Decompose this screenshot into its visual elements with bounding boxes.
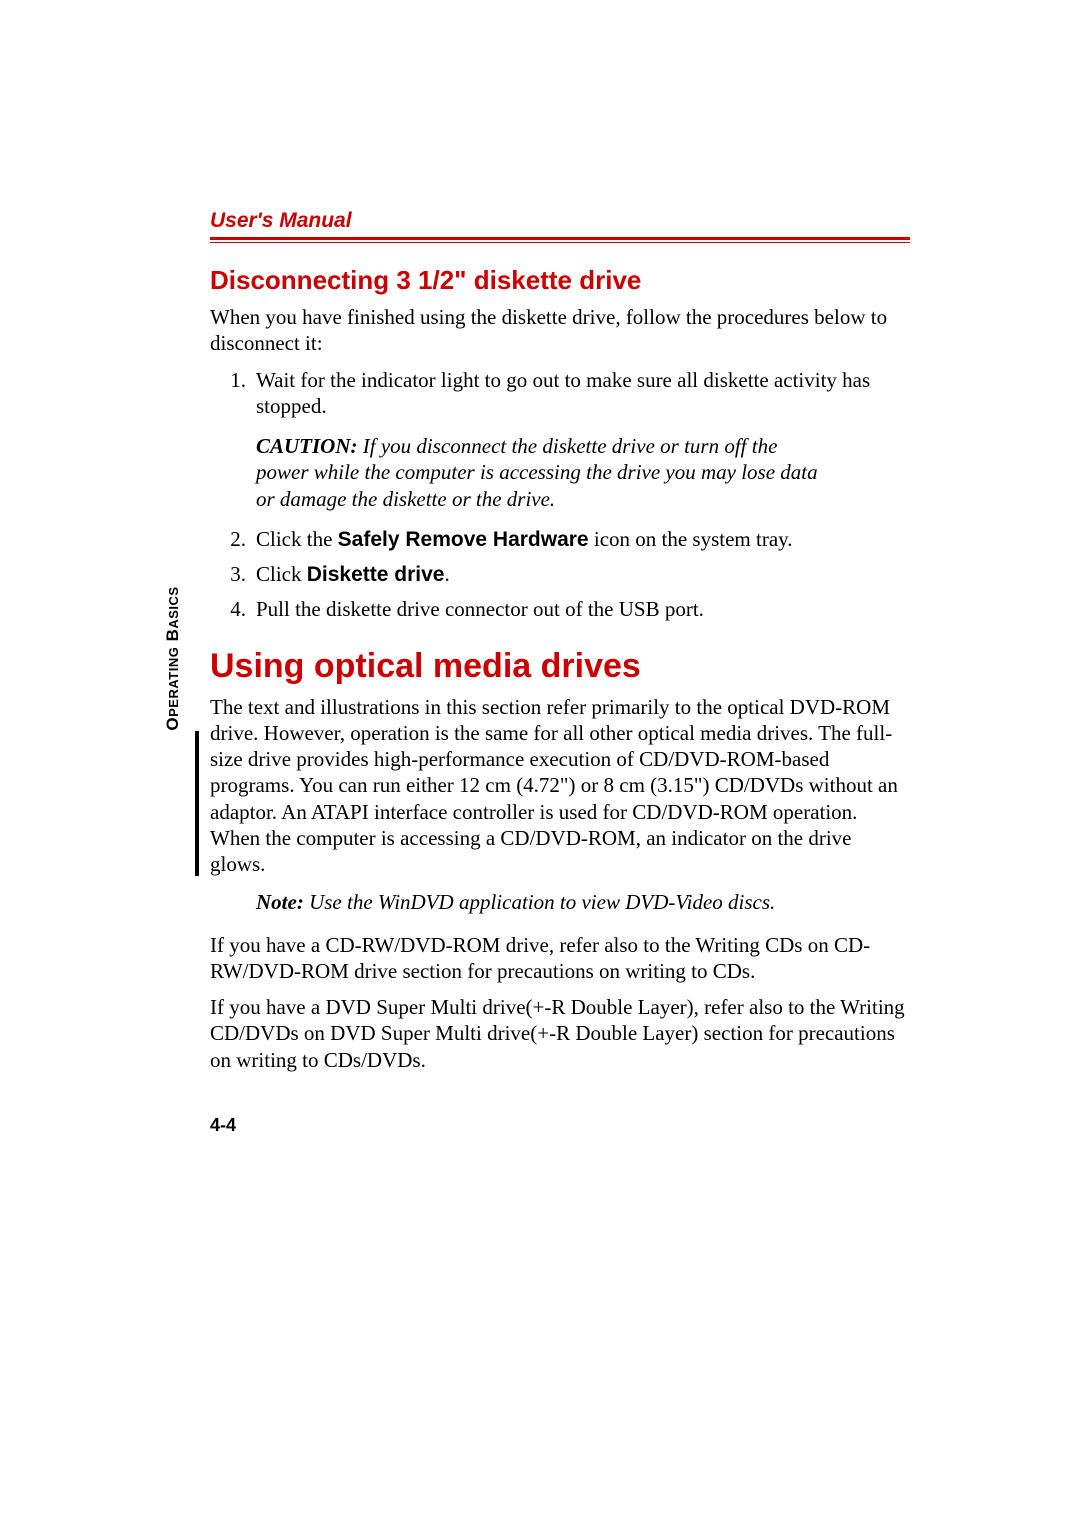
list-item-4: 4. Pull the diskette drive connector out…	[210, 596, 910, 622]
side-word2-cap: B	[163, 629, 182, 642]
header-rule-thin	[210, 242, 910, 243]
header-title: User's Manual	[210, 209, 910, 233]
list-text-pre: Click	[256, 562, 307, 586]
side-label: OPERATING BASICS	[160, 586, 190, 731]
caution-block: CAUTION: If you disconnect the diskette …	[256, 433, 826, 512]
side-tab: OPERATING BASICS	[165, 731, 199, 876]
list-body: Click the Safely Remove Hardware icon on…	[256, 526, 910, 553]
section2-heading: Using optical media drives	[210, 647, 910, 686]
content-area: User's Manual Disconnecting 3 1/2" diske…	[210, 209, 910, 1083]
list-num: 4.	[210, 596, 256, 622]
list-text-post: icon on the system tray.	[589, 527, 793, 551]
list-item-1: 1. Wait for the indicator light to go ou…	[210, 367, 910, 420]
list-body: Wait for the indicator light to go out t…	[256, 367, 910, 420]
note-label: Note:	[256, 890, 304, 914]
section2-para2: If you have a CD-RW/DVD-ROM drive, refer…	[210, 932, 910, 985]
section2-para1: The text and illustrations in this secti…	[210, 694, 910, 878]
note-block: Note: Use the WinDVD application to view…	[256, 889, 910, 915]
list-item-3: 3. Click Diskette drive.	[210, 561, 910, 588]
page: User's Manual Disconnecting 3 1/2" diske…	[0, 0, 1080, 1528]
list-num: 1.	[210, 367, 256, 420]
side-word2-rest: ASICS	[166, 586, 181, 628]
note-text: Use the WinDVD application to view DVD-V…	[304, 890, 775, 914]
list-text-bold: Diskette drive	[307, 563, 445, 586]
list-num: 2.	[210, 526, 256, 553]
section1-intro: When you have finished using the diskett…	[210, 304, 910, 357]
page-number: 4-4	[210, 1115, 236, 1136]
caution-label: CAUTION:	[256, 434, 358, 458]
list-body: Pull the diskette drive connector out of…	[256, 596, 910, 622]
list-text-bold: Safely Remove Hardware	[338, 528, 589, 551]
section1-heading: Disconnecting 3 1/2" diskette drive	[210, 265, 910, 296]
list-item-2: 2. Click the Safely Remove Hardware icon…	[210, 526, 910, 553]
side-word1-rest: PERATING	[166, 647, 181, 717]
list-text-pre: Click the	[256, 527, 338, 551]
list-text-post: .	[444, 562, 449, 586]
side-word1-cap: O	[163, 717, 182, 731]
section2-para3: If you have a DVD Super Multi drive(+-R …	[210, 994, 910, 1073]
header-rule-thick	[210, 237, 910, 240]
list-body: Click Diskette drive.	[256, 561, 910, 588]
list-num: 3.	[210, 561, 256, 588]
